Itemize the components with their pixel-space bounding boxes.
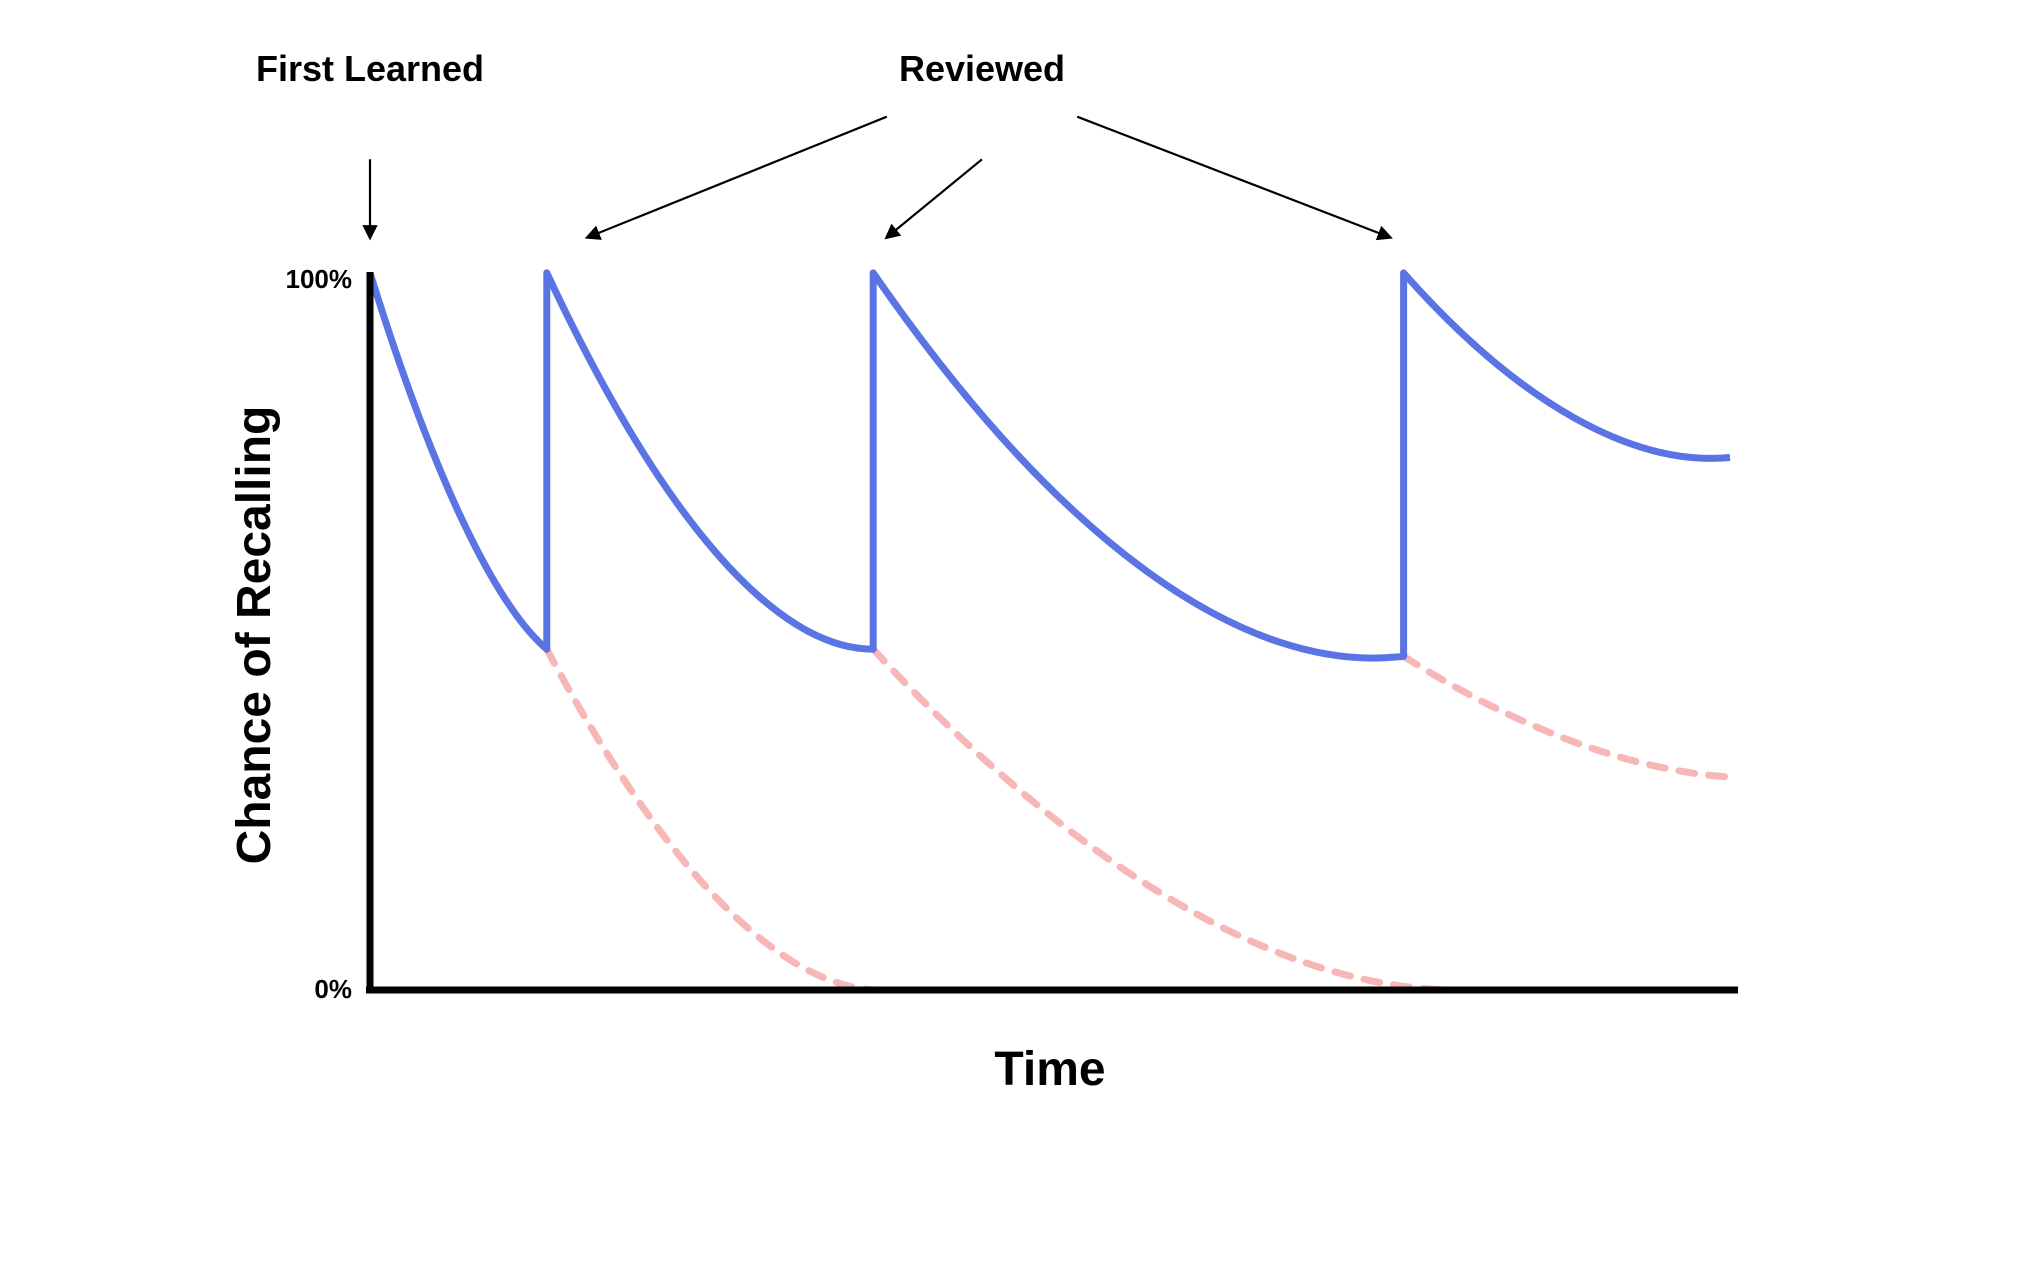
forgetting-curve-chart: 100% 0% Chance of Recalling Time First Learn… — [0, 0, 2018, 1283]
annotation-reviewed: Reviewed — [899, 48, 1065, 89]
y-axis-label: Chance of Recalling — [228, 406, 281, 865]
x-axis-label: Time — [994, 1043, 1105, 1096]
annotation-first-learned: First Learned — [256, 48, 484, 89]
chart-svg: 100% 0% Chance of Recalling Time First Learn… — [0, 0, 2018, 1283]
y-tick-label: 100% — [286, 264, 353, 294]
y-tick-label: 0% — [314, 974, 352, 1004]
